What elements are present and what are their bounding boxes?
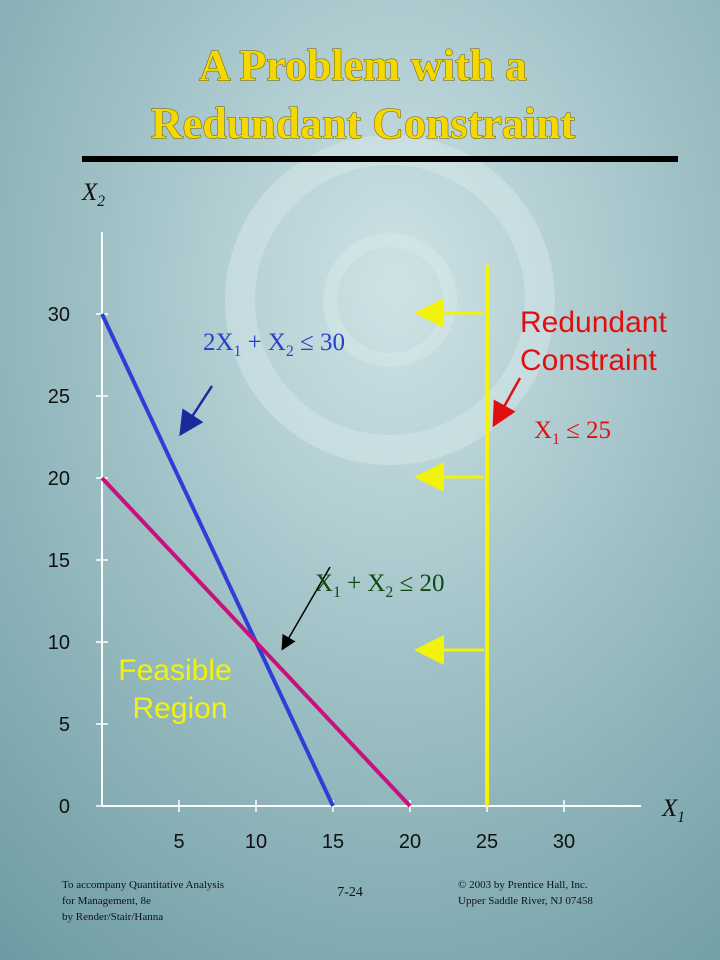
annotation: Region <box>132 692 227 725</box>
footer-right: Upper Saddle River, NJ 07458 <box>458 895 593 907</box>
direction-arrows <box>414 298 484 665</box>
label-part: X <box>315 570 333 597</box>
label-part: ≤ 30 <box>294 329 345 356</box>
label: X1 <box>661 795 685 826</box>
annotation: Redundant <box>520 306 667 339</box>
title: A Problem with a Redundant Constraint <box>150 41 576 149</box>
footer-left: by Render/Stair/Hanna <box>62 911 163 923</box>
title-rule <box>82 156 678 162</box>
pointer-arrows <box>179 377 522 651</box>
label-part: + X <box>241 329 286 356</box>
annotation: Constraint <box>520 344 657 377</box>
label-part: X <box>81 179 99 206</box>
x-tick-label: 20 <box>399 831 421 853</box>
y-tick-label: 5 <box>59 714 70 736</box>
y-tick-label: 15 <box>48 550 70 572</box>
constraint-line <box>100 313 335 807</box>
footer-left: for Management, 8e <box>62 895 151 907</box>
label: X2 <box>81 179 105 210</box>
title-line: A Problem with a <box>199 41 527 90</box>
subscript: 2 <box>97 193 105 210</box>
x-tick-label: 5 <box>173 831 184 853</box>
constraint-line <box>100 476 412 808</box>
y-tick-label: 0 <box>59 796 70 818</box>
x-tick-label: 25 <box>476 831 498 853</box>
arrow <box>179 385 214 437</box>
y-tick-label: 20 <box>48 468 70 490</box>
subscript: 2 <box>385 584 393 601</box>
y-tick-label: 30 <box>48 304 70 326</box>
x-tick-label: 10 <box>245 831 267 853</box>
label-part: + X <box>341 570 386 597</box>
subscript: 1 <box>552 431 560 448</box>
label-part: ≤ 25 <box>560 417 611 444</box>
label: X1 ≤ 25 <box>534 417 611 448</box>
footer-right: © 2003 by Prentice Hall, Inc. <box>458 879 588 891</box>
y-tick-label: 25 <box>48 386 70 408</box>
footer: To accompany Quantitative Analysis for M… <box>62 879 593 923</box>
label: X1 + X2 ≤ 20 <box>315 570 444 601</box>
subscript: 1 <box>234 343 242 360</box>
annotation: Feasible <box>118 654 231 687</box>
decor <box>225 135 555 465</box>
subscript: 1 <box>333 584 341 601</box>
label-part: 2X <box>203 329 234 356</box>
label-part: X <box>534 417 552 444</box>
subscript: 2 <box>286 343 294 360</box>
x-tick-label: 15 <box>322 831 344 853</box>
footer-left: To accompany Quantitative Analysis <box>62 879 224 891</box>
label-part: X <box>661 795 679 822</box>
label-part: ≤ 20 <box>393 570 444 597</box>
footer-center: 7-24 <box>337 885 363 900</box>
arrow <box>492 377 522 428</box>
subscript: 1 <box>677 809 685 826</box>
label: 2X1 + X2 ≤ 30 <box>203 329 345 360</box>
arrow <box>281 566 331 651</box>
decor <box>323 233 457 367</box>
x-tick-label: 30 <box>553 831 575 853</box>
y-tick-label: 10 <box>48 632 70 654</box>
title-line: Redundant Constraint <box>151 99 576 148</box>
